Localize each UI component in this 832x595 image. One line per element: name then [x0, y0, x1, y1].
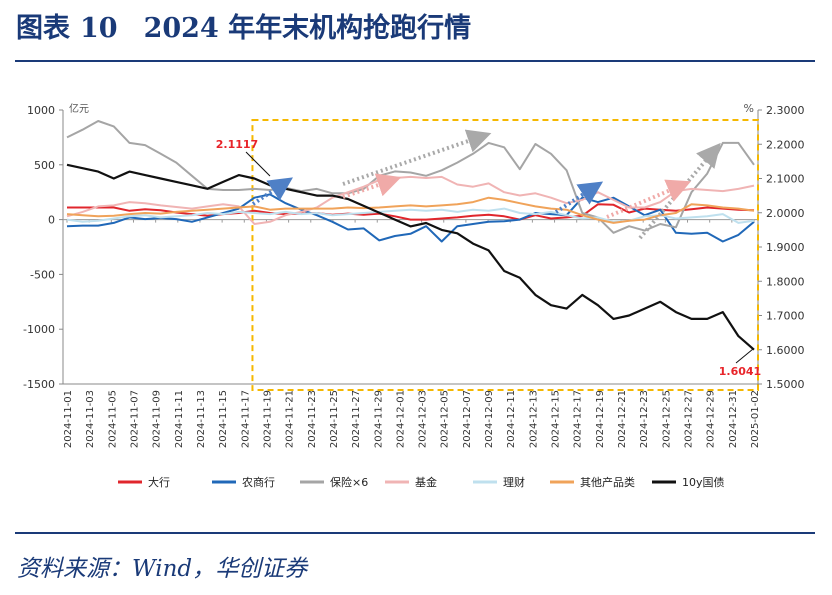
x-axis-tick-label: 2024-11-13: [196, 390, 207, 448]
series-line-10y国债: [66, 163, 755, 351]
x-axis-tick-label: 2024-12-27: [684, 390, 695, 448]
x-axis-tick-label: 2024-12-21: [617, 390, 628, 448]
x-axis-tick-label: 2024-11-07: [129, 390, 140, 448]
legend-label-农商行: 农商行: [242, 475, 275, 489]
x-axis-tick-label: 2024-11-25: [329, 390, 340, 448]
x-axis-tick-label: 2024-11-09: [152, 390, 163, 448]
annotation-start-yield: 2.1117: [216, 138, 258, 151]
annotation-end-yield: 1.6041: [719, 365, 761, 378]
y-axis-right-tick-label: 1.9000: [766, 241, 805, 254]
x-axis-tick-label: 2024-12-13: [528, 390, 539, 448]
legend-label-其他产品类: 其他产品类: [580, 475, 635, 489]
x-axis-tick-label: 2024-12-23: [639, 390, 650, 448]
highlight-box: [251, 119, 760, 391]
legend-label-理财: 理财: [503, 475, 525, 489]
y-axis-right-tick-label: 2.0000: [766, 207, 805, 220]
annotation-start-leader: [245, 151, 271, 177]
legend-label-保险×6: 保险×6: [330, 475, 368, 489]
series-line-保险×6: [66, 120, 755, 234]
x-axis-tick-label: 2024-11-05: [107, 390, 118, 448]
y-axis-left-tick-label: 500: [34, 159, 55, 172]
y-axis-right-unit: %: [744, 102, 754, 115]
source-divider: [15, 532, 815, 534]
y-axis-left-unit: 亿元: [69, 102, 89, 115]
y-axis-left-tick-label: -1500: [23, 378, 55, 391]
x-axis-tick-label: 2024-11-01: [63, 390, 74, 448]
y-axis-left-tick-label: -1000: [23, 323, 55, 336]
x-axis-tick-label: 2024-12-11: [506, 390, 517, 448]
trend-arrow: [342, 129, 492, 186]
y-axis-right-tick-label: 2.3000: [766, 104, 805, 117]
chart: 1000 500 0 -500 -1000 -1500 亿元 2.3000 2.2000 2.10…: [23, 102, 805, 489]
x-axis-tick-label: 2024-12-07: [462, 390, 473, 448]
x-axis-tick-label: 2024-11-19: [262, 390, 273, 448]
y-axis-right-tick-label: 2.1000: [766, 173, 805, 186]
trend-arrow: [554, 181, 604, 214]
x-axis-tick-label: 2024-11-21: [285, 390, 296, 448]
x-axis-tick-label: 2024-12-17: [573, 390, 584, 448]
x-axis-tick-label: 2024-12-01: [395, 390, 406, 448]
x-axis-tick-label: 2024-12-31: [728, 390, 739, 448]
x-axis-tick-label: 2024-12-19: [595, 390, 606, 448]
x-axis-tick-label: 2024-12-09: [484, 390, 495, 448]
x-axis-tick-label: 2024-11-27: [351, 390, 362, 448]
legend-label-10y国债: 10y国债: [682, 475, 725, 489]
trend-arrow: [606, 179, 692, 219]
figure-title-prefix: 图表: [16, 13, 70, 44]
source-note: 资料来源：Wind，华创证券: [17, 556, 308, 582]
trend-arrow: [251, 177, 293, 206]
x-axis-tick-label: 2025-01-02: [750, 390, 761, 448]
series-line-其他产品类: [66, 196, 755, 224]
figure-title-number: 10: [80, 13, 118, 44]
x-axis-tick-label: 2024-12-05: [440, 390, 451, 448]
y-axis-left-tick-label: 0: [48, 214, 55, 227]
y-axis-right-tick-label: 1.6000: [766, 344, 805, 357]
x-axis-tick-label: 2024-11-29: [373, 390, 384, 448]
legend-label-大行: 大行: [148, 475, 170, 489]
x-axis-tick-label: 2024-12-03: [418, 390, 429, 448]
x-axis-tick-label: 2024-11-23: [307, 390, 318, 448]
trend-arrow: [342, 173, 402, 199]
annotation-end-leader: [735, 348, 754, 364]
y-axis-left-tick-label: 1000: [27, 104, 55, 117]
y-axis-left-tick-label: -500: [30, 268, 55, 281]
x-axis-tick-label: 2024-11-17: [240, 390, 251, 448]
series-line-大行: [67, 203, 755, 221]
x-axis-tick-label: 2024-11-15: [218, 390, 229, 448]
y-axis-right-tick-label: 1.7000: [766, 310, 805, 323]
legend-label-基金: 基金: [415, 475, 437, 489]
x-axis-tick-label: 2024-12-29: [706, 390, 717, 448]
x-axis-tick-label: 2024-12-15: [551, 390, 562, 448]
series-line-基金: [66, 175, 755, 225]
figure-title: 图表 10 2024 年年末机构抢跑行情: [16, 6, 471, 45]
y-axis-right-tick-label: 1.8000: [766, 275, 805, 288]
y-axis-right-tick-label: 2.2000: [766, 138, 805, 151]
x-axis-tick-label: 2024-11-03: [85, 390, 96, 448]
x-axis-tick-label: 2024-12-25: [661, 390, 672, 448]
title-divider: [15, 60, 815, 62]
series-line-理财: [66, 207, 755, 224]
y-axis-right-tick-label: 1.5000: [766, 378, 805, 391]
figure-title-text: 2024 年年末机构抢跑行情: [143, 13, 472, 44]
x-axis-tick-label: 2024-11-11: [174, 390, 185, 448]
series-line-农商行: [66, 193, 755, 243]
